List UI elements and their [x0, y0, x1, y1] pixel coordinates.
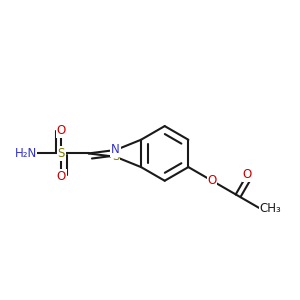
Text: S: S — [58, 147, 65, 160]
Text: H₂N: H₂N — [14, 147, 37, 160]
Text: O: O — [243, 168, 252, 181]
Text: CH₃: CH₃ — [260, 202, 281, 214]
Text: N: N — [111, 143, 120, 157]
Text: O: O — [57, 124, 66, 137]
Text: O: O — [57, 170, 66, 183]
Text: O: O — [207, 174, 217, 187]
Text: S: S — [112, 150, 119, 163]
